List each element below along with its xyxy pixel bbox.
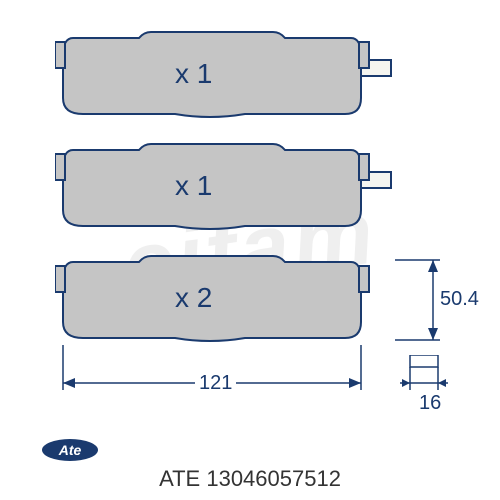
pad-1: [55, 28, 395, 124]
pad-3: [55, 252, 395, 348]
ate-logo: Ate: [40, 438, 100, 462]
dim-width-text: 121: [195, 372, 236, 395]
svg-text:Ate: Ate: [58, 442, 82, 458]
qty-label-1: x 1: [175, 58, 212, 90]
diagram-container: cifam x 1 x 1 x 2 121 50.4: [0, 0, 500, 500]
qty-label-3: x 2: [175, 282, 212, 314]
brand-text: ATE: [159, 466, 200, 491]
pad-2: [55, 140, 395, 236]
dim-thickness-text: 16: [415, 392, 445, 415]
dim-height-text: 50.4: [436, 288, 483, 311]
qty-label-2: x 1: [175, 170, 212, 202]
part-number: 13046057512: [206, 466, 341, 491]
footer: ATE 13046057512: [0, 466, 500, 492]
